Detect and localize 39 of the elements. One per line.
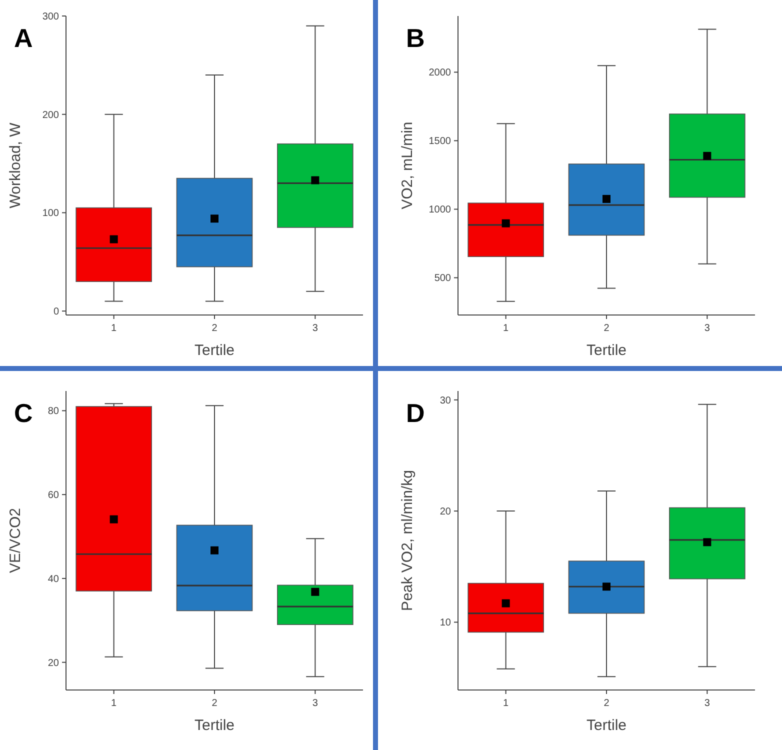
x-tick-label: 3	[312, 698, 318, 709]
y-axis-title: Peak VO2, ml/min/kg	[399, 470, 416, 611]
x-tick-label: 3	[704, 698, 710, 709]
y-tick-label: 500	[434, 273, 452, 284]
y-tick-label: 60	[48, 490, 60, 502]
x-tick-label: 1	[503, 698, 510, 709]
y-tick-label: 30	[440, 395, 452, 406]
x-axis-title: Tertile	[586, 342, 627, 359]
x-axis-title: Tertile	[586, 717, 627, 734]
y-tick-label: 40	[48, 574, 60, 585]
y-tick-label: 20	[440, 506, 452, 518]
y-tick-label: 10	[440, 618, 452, 629]
y-tick-label: 2000	[428, 68, 452, 79]
chart-title: B	[406, 23, 425, 53]
chart-title: D	[406, 398, 425, 428]
x-tick-label: 1	[111, 698, 118, 709]
chart-title: A	[14, 23, 33, 53]
y-axis-title: VO2, mL/min	[399, 122, 416, 210]
x-tick-label: 1	[111, 323, 118, 334]
y-tick-label: 1000	[428, 204, 452, 216]
x-axis-title: Tertile	[194, 717, 235, 734]
y-tick-label: 80	[48, 406, 60, 418]
y-tick-label: 200	[42, 110, 60, 121]
x-tick-label: 3	[312, 323, 318, 334]
y-axis-title: Workload, W	[7, 122, 24, 208]
y-tick-label: 300	[42, 12, 60, 22]
x-tick-label: 1	[503, 323, 510, 334]
y-tick-label: 0	[53, 306, 60, 318]
y-tick-label: 1500	[428, 136, 452, 148]
y-tick-label: 20	[48, 658, 60, 669]
x-tick-label: 2	[604, 698, 610, 709]
x-tick-label: 2	[212, 323, 218, 334]
x-tick-label: 3	[704, 323, 710, 334]
y-tick-label: 100	[42, 208, 60, 220]
x-tick-label: 2	[212, 698, 218, 709]
x-tick-label: 2	[604, 323, 610, 334]
x-axis-title: Tertile	[194, 342, 235, 359]
y-axis-title: VE/VCO2	[7, 508, 24, 574]
chart-title: C	[14, 398, 33, 428]
